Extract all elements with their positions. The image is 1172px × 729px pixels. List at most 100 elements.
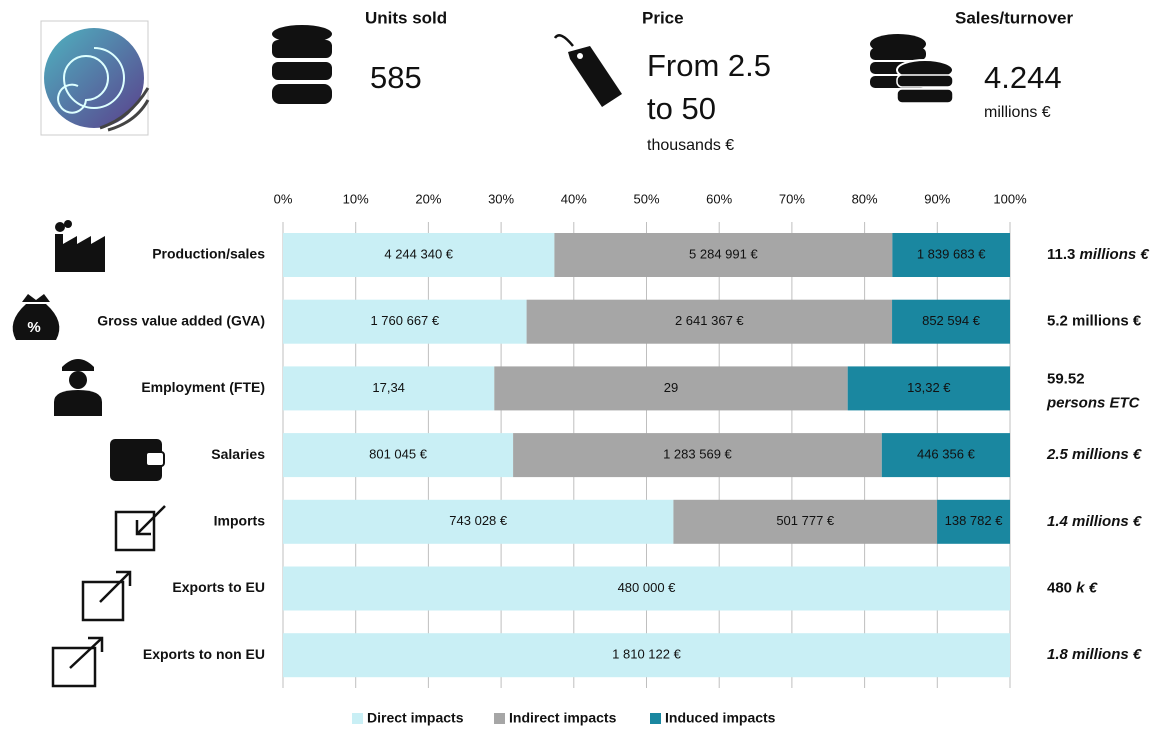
x-tick-label: 50% xyxy=(633,191,659,206)
category-label: Exports to EU xyxy=(172,579,265,595)
bar-segment xyxy=(937,499,1010,544)
bar-label: 29 xyxy=(664,380,678,395)
legend-label: Induced impacts xyxy=(665,710,776,726)
kpi-unit: thousands € xyxy=(647,137,734,154)
total-value: 2.5 xyxy=(1046,446,1069,463)
x-tick-label: 40% xyxy=(561,191,587,206)
total: 5.2 millions € xyxy=(1047,313,1142,330)
kpi-value: From 2.5 xyxy=(647,48,771,83)
export-icon xyxy=(51,636,104,688)
x-tick-label: 20% xyxy=(415,191,441,206)
legend-label: Direct impacts xyxy=(367,710,464,726)
bar-segment xyxy=(847,366,1010,411)
x-tick-label: 80% xyxy=(852,191,878,206)
bar-segment xyxy=(892,233,1010,277)
kpi-unit: millions € xyxy=(984,104,1051,121)
tag-icon xyxy=(553,34,622,107)
total-value: 1.8 xyxy=(1047,646,1069,663)
total-unit: k € xyxy=(1076,579,1098,596)
kpi-value: 585 xyxy=(370,60,422,95)
bar-label: 4 244 340 € xyxy=(384,246,453,261)
total-value: 5.2 xyxy=(1047,313,1068,330)
import-icon xyxy=(114,505,166,552)
bar-segment xyxy=(283,433,514,478)
total: 2.5 millions € xyxy=(1046,446,1142,463)
legend-swatch xyxy=(352,713,363,724)
bar-label: 1 283 569 € xyxy=(663,447,732,462)
kpi-title: Units sold xyxy=(365,8,447,27)
kpi-value: 4.244 xyxy=(984,60,1062,95)
category-label: Salaries xyxy=(211,446,265,462)
bar-label: 5 284 991 € xyxy=(689,246,758,261)
bar-label: 743 028 € xyxy=(449,513,508,528)
total-unit: millions € xyxy=(1080,246,1150,263)
x-tick-label: 0% xyxy=(274,191,293,206)
x-tick-label: 30% xyxy=(488,191,514,206)
bar-label: 1 810 122 € xyxy=(612,647,681,662)
total-unit: millions € xyxy=(1072,646,1142,663)
factory-icon xyxy=(55,220,105,272)
database-icon xyxy=(272,25,332,104)
bar-label: 13,32 € xyxy=(907,380,951,395)
total: 11.3 millions € xyxy=(1047,246,1149,263)
total-value: 11.3 xyxy=(1047,246,1075,263)
bar-label: 1 839 683 € xyxy=(917,246,986,261)
bar-segment xyxy=(283,633,1010,678)
bar-label: 138 782 € xyxy=(945,513,1004,528)
bar-label: 446 356 € xyxy=(917,447,976,462)
money-bag-icon: % xyxy=(12,294,60,340)
bar-label: 852 594 € xyxy=(922,313,981,328)
bar-segment xyxy=(283,366,495,411)
wallet-icon xyxy=(110,439,165,481)
bar-segment xyxy=(673,499,938,544)
category-label: Gross value added (GVA) xyxy=(97,312,265,328)
bar-segment xyxy=(513,433,882,478)
bar-label: 801 045 € xyxy=(369,447,428,462)
total-unit: millions € xyxy=(1072,313,1142,330)
bar-segment xyxy=(283,499,674,544)
total-unit: millions € xyxy=(1072,513,1142,530)
bar-segment xyxy=(494,366,848,411)
x-tick-label: 100% xyxy=(993,191,1027,206)
bar-segment xyxy=(554,233,893,277)
bar-segment xyxy=(892,299,1010,344)
x-tick-label: 70% xyxy=(779,191,805,206)
total: 1.8 millions € xyxy=(1047,646,1142,663)
worker-icon xyxy=(54,359,102,416)
bar-segment xyxy=(526,299,893,344)
logo xyxy=(40,20,150,136)
total: 480 k € xyxy=(1047,579,1098,596)
category-label: Exports to non EU xyxy=(143,646,265,662)
legend-swatch xyxy=(650,713,661,724)
bar-label: 2 641 367 € xyxy=(675,313,744,328)
category-label: Production/sales xyxy=(152,246,265,262)
x-tick-label: 10% xyxy=(343,191,369,206)
stacked-bar-chart: 0% 10% 20% 30% 40% 50% 60% 70% 80% 90% 100% Product… xyxy=(97,191,1149,725)
x-tick-label: 90% xyxy=(924,191,950,206)
category-label: Employment (FTE) xyxy=(141,379,265,395)
bar-segment xyxy=(283,566,1010,611)
total-unit: millions € xyxy=(1072,446,1142,463)
kpi-title: Price xyxy=(642,8,684,27)
category-label: Imports xyxy=(214,513,266,529)
total-unit: persons ETC xyxy=(1046,394,1141,411)
bar-label: 480 000 € xyxy=(618,580,677,595)
bar-segment xyxy=(283,233,555,277)
x-tick-label: 60% xyxy=(706,191,732,206)
coins-icon xyxy=(870,34,954,104)
export-icon xyxy=(81,570,132,622)
bar-segment xyxy=(881,433,1010,478)
bar-label: 501 777 € xyxy=(776,513,835,528)
bar-label: 1 760 667 € xyxy=(370,313,439,328)
total-value: 59.52 xyxy=(1047,370,1085,387)
legend-label: Indirect impacts xyxy=(509,710,617,726)
total: 1.4 millions € xyxy=(1047,513,1142,530)
bar-segment xyxy=(283,299,527,344)
bar-label: 17,34 xyxy=(372,380,405,395)
legend-swatch xyxy=(494,713,505,724)
total-value: 1.4 xyxy=(1047,513,1069,530)
total-value: 480 xyxy=(1047,579,1072,596)
svg-text:%: % xyxy=(27,319,40,336)
kpi-value: to 50 xyxy=(647,91,716,126)
